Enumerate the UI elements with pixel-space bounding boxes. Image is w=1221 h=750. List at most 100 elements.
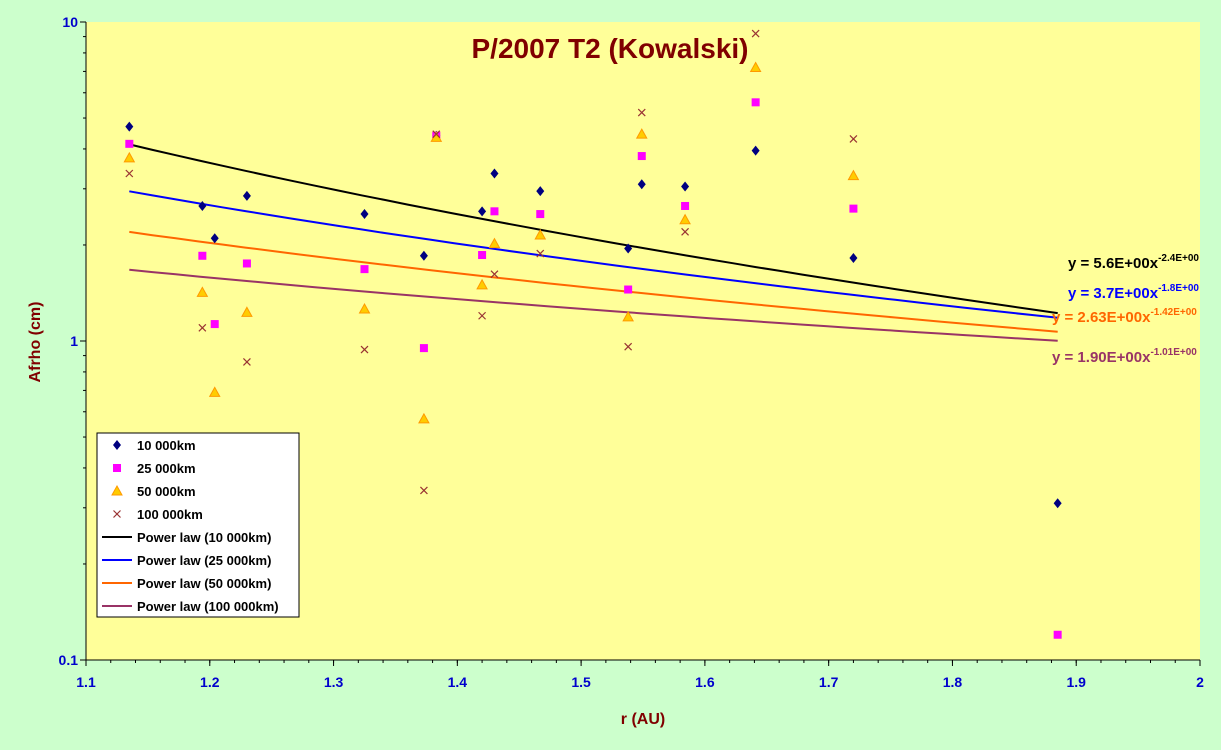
point-s4-1 (125, 169, 134, 178)
fit-line-3 (129, 230, 1058, 333)
legend-box (96, 432, 300, 618)
point-s1-8 (478, 206, 487, 217)
legend-entry-3: 50 000km (137, 484, 196, 499)
point-s2-15 (849, 204, 858, 213)
point-s1-1 (125, 121, 134, 132)
x-tick-label-4: 1.4 (448, 674, 468, 690)
legend-fit-entry-1: Power law (10 000km) (137, 530, 271, 545)
point-s4-8 (490, 270, 499, 279)
point-s2-10 (536, 210, 545, 219)
x-tick-label-2: 1.2 (200, 674, 220, 690)
point-s4-12 (681, 227, 690, 236)
legend-fit-entry-4: Power law (100 000km) (137, 599, 279, 614)
fit-line-2 (129, 190, 1058, 319)
point-s3-3 (208, 386, 221, 397)
x-tick-label-8: 1.8 (943, 674, 963, 690)
point-s4-11 (637, 108, 646, 117)
point-s4-6 (432, 130, 441, 139)
point-s2-1 (125, 139, 134, 148)
point-s1-4 (242, 190, 251, 201)
legend: 10 000km 25 000km 50 000km 100 000km Power l… (96, 432, 300, 618)
point-s2-3 (210, 320, 219, 329)
x-tick-label-3: 1.3 (324, 674, 344, 690)
legend-marker-3 (111, 484, 123, 496)
x-tick-label-7: 1.7 (819, 674, 839, 690)
point-s4-13 (751, 29, 760, 38)
point-s4-4 (360, 345, 369, 354)
point-s1-16 (1053, 498, 1062, 509)
axes: 1.1 1.2 1.3 1.4 1.5 1.6 1.7 1.8 1.9 2 0.1 1 10 (59, 14, 1205, 690)
x-tick-label-6: 1.6 (695, 674, 715, 690)
point-s4-9 (536, 249, 545, 258)
legend-entry-1: 10 000km (137, 438, 196, 453)
point-s2-6 (419, 344, 428, 353)
x-tick-label-9: 1.9 (1066, 674, 1086, 690)
point-s3-8 (476, 278, 488, 290)
point-s3-10 (534, 228, 547, 240)
legend-fit-entry-3: Power law (50 000km) (137, 576, 271, 591)
point-s3-15 (847, 169, 860, 181)
chart-title: P/2007 T2 (Kowalski) (471, 33, 748, 64)
point-s1-13 (681, 181, 690, 192)
x-tick-label-5: 1.5 (571, 674, 591, 690)
x-axis-title: r (AU) (621, 711, 665, 728)
point-s1-5 (360, 209, 369, 220)
y-tick-label-3: 10 (62, 14, 78, 30)
legend-fit-entry-2: Power law (25 000km) (137, 553, 271, 568)
point-s3-2 (196, 286, 209, 297)
point-s2-2 (198, 251, 207, 260)
point-s2-4 (242, 259, 251, 268)
point-s3-1 (123, 151, 136, 163)
point-s2-13 (681, 201, 690, 210)
point-s1-11 (624, 243, 633, 254)
fit-line-1 (129, 143, 1058, 315)
fit-equation-4: y = 1.90E+00x-1.01E+00 (1052, 347, 1197, 366)
point-s3-12 (635, 128, 648, 139)
point-s3-4 (241, 306, 253, 317)
point-s1-10 (536, 186, 545, 197)
point-s4-7 (478, 311, 487, 320)
fit-equations: y = 5.6E+00x-2.4E+00 y = 3.7E+00x-1.8E+00… (1052, 253, 1199, 366)
point-s1-14 (751, 145, 760, 156)
point-s4-14 (849, 134, 858, 143)
point-s3-11 (622, 310, 634, 322)
point-s2-12 (637, 152, 646, 161)
point-s3-14 (749, 61, 762, 73)
point-s2-11 (624, 285, 633, 294)
point-s1-12 (637, 179, 646, 190)
point-s2-14 (751, 98, 760, 107)
legend-marker-2 (113, 464, 121, 472)
point-s3-9 (488, 237, 501, 249)
y-axis-title: Afrho (cm) (27, 302, 44, 383)
fit-line-4 (129, 268, 1058, 342)
data-points (123, 29, 1062, 639)
point-s1-6 (419, 250, 428, 261)
legend-entry-2: 25 000km (137, 461, 196, 476)
legend-marker-1 (113, 440, 121, 450)
point-s4-2 (198, 323, 207, 332)
fit-equation-3: y = 2.63E+00x-1.42E+00 (1052, 307, 1197, 326)
fit-lines (129, 143, 1058, 342)
x-tick-label-1: 1.1 (76, 674, 96, 690)
point-s4-10 (624, 342, 633, 351)
point-s3-6 (418, 412, 430, 424)
point-s1-9 (490, 168, 499, 179)
point-s3-5 (358, 302, 371, 314)
point-s2-9 (490, 207, 499, 216)
y-tick-label-1: 0.1 (59, 652, 79, 668)
fit-equation-2: y = 3.7E+00x-1.8E+00 (1068, 283, 1199, 302)
legend-marker-4 (113, 510, 121, 518)
point-s1-15 (849, 253, 858, 264)
y-tick-label-2: 1 (70, 333, 78, 349)
fit-equation-1: y = 5.6E+00x-2.4E+00 (1068, 253, 1199, 272)
point-s1-3 (210, 233, 219, 244)
point-s4-3 (242, 357, 251, 366)
legend-entry-4: 100 000km (137, 507, 203, 522)
point-s2-8 (478, 251, 487, 260)
point-s4-5 (419, 486, 428, 495)
point-s3-13 (679, 213, 691, 225)
point-s1-2 (198, 200, 207, 211)
x-tick-label-10: 2 (1196, 674, 1204, 690)
point-s2-5 (360, 265, 369, 274)
